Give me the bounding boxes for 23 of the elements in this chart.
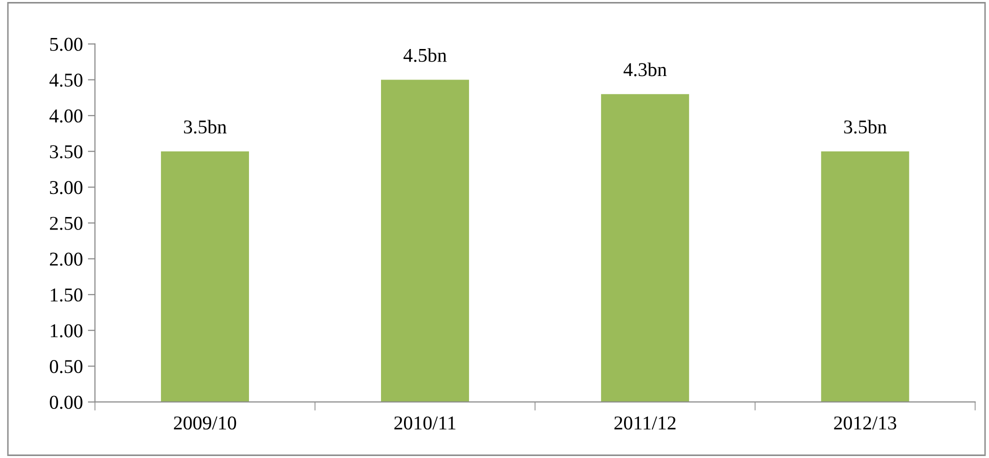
y-tick-label: 4.50 [49,74,82,87]
bar [601,94,690,402]
y-tick-label: 0.00 [50,396,82,410]
bar [821,151,910,402]
data-label: 3.5bn [844,120,887,134]
y-tick-label: 2.50 [50,216,82,230]
data-label: 4.3bn [624,62,667,76]
x-tick-label: 2009/10 [174,416,236,430]
y-tick-label: 3.50 [50,145,82,158]
bar [160,151,249,402]
y-tick-label: 5.00 [50,38,82,51]
data-label: 3.5bn [184,120,227,134]
y-tick-label: 1.00 [50,324,82,338]
bar [381,80,470,402]
y-tick-label: 0.50 [50,360,82,374]
y-tick-label: 1.50 [50,288,82,302]
y-tick-label: 2.00 [50,252,82,266]
data-label: 4.5bn [404,48,447,62]
x-tick-label: 2011/12 [614,416,676,430]
x-tick-label: 2010/11 [394,416,456,430]
x-tick-label: 2012/13 [834,416,896,430]
y-tick-label: 3.00 [50,180,82,194]
y-tick-label: 4.00 [49,109,82,123]
